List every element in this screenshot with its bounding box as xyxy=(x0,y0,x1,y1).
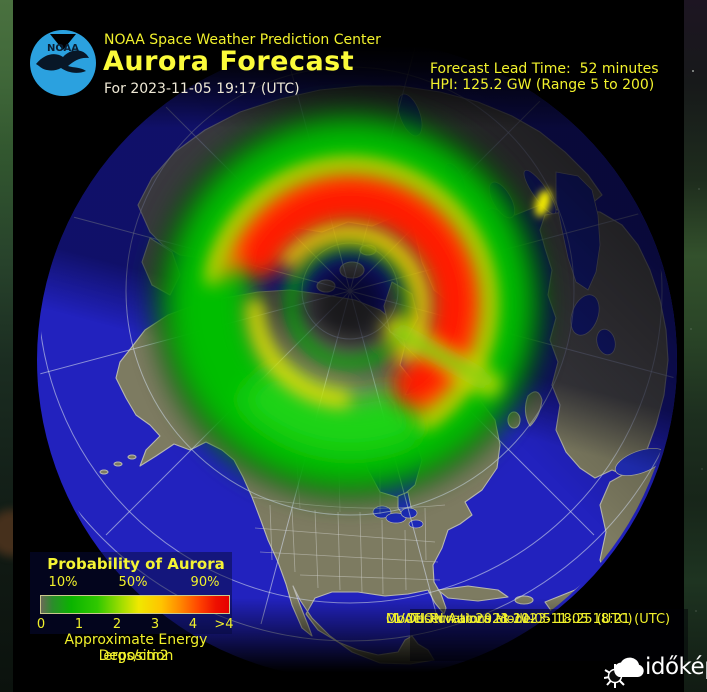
legend-percent-50: 50% xyxy=(118,575,148,590)
agency-line: NOAA Space Weather Prediction Center xyxy=(104,32,381,48)
forecast-meta: Forecast Lead Time: 52 minutes HPI: 125.… xyxy=(430,31,688,93)
noaa-logo: NOAA xyxy=(30,30,96,96)
legend-caption-line2: ergs/cm2 xyxy=(103,648,169,664)
background-photo-right-strip xyxy=(684,0,707,692)
legend-tick-3: 3 xyxy=(150,617,160,632)
valid-time-line: For 2023-11-05 19:17 (UTC) xyxy=(104,81,300,97)
model-run-line: Model Run at 2023-11-05 18:25 (UTC) xyxy=(386,612,633,627)
legend-title: Probability of Aurora xyxy=(47,555,225,573)
lead-time-line: Forecast Lead Time: 52 minutes xyxy=(430,61,659,77)
page-title: Aurora Forecast xyxy=(103,46,355,77)
legend-tick-4: 4 xyxy=(188,617,198,632)
legend-tick-2: 2 xyxy=(112,617,122,632)
legend-tick-0: 0 xyxy=(36,617,46,632)
stars xyxy=(692,70,694,72)
cloud-shape xyxy=(614,657,644,677)
idokep-sun-cloud-icon xyxy=(604,657,644,688)
noaa-logo-text: NOAA xyxy=(47,43,79,54)
legend-color-scale xyxy=(40,595,230,614)
idokep-watermark-text: időkép xyxy=(645,654,707,680)
aurora-scandinavia-spot xyxy=(535,189,551,217)
model-name-line: OVATION Aurora Model xyxy=(386,612,535,627)
l1-observations-line: L1 Observations at 2023-11-05 18:21 (UTC… xyxy=(386,612,671,627)
legend-tick-gt4: >4 xyxy=(214,617,234,632)
legend-backdrop xyxy=(30,552,232,634)
legend-tick-1: 1 xyxy=(74,617,84,632)
aurora-red-arc xyxy=(215,166,489,420)
legend-caption-line1: Approximate Energy Deposition xyxy=(64,632,208,664)
hpi-line: HPI: 125.2 GW (Range 5 to 200) xyxy=(430,76,655,93)
aurora-yellow-bands xyxy=(206,158,501,429)
legend-percent-90: 90% xyxy=(190,575,220,590)
legend-percent-10: 10% xyxy=(48,575,78,590)
footer-backdrop xyxy=(410,609,688,661)
